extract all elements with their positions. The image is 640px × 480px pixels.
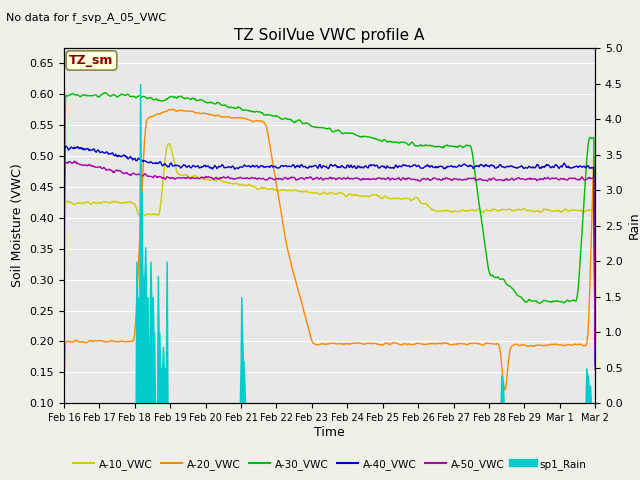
- Y-axis label: Rain: Rain: [628, 212, 640, 240]
- X-axis label: Time: Time: [314, 426, 345, 439]
- Text: No data for f_svp_A_05_VWC: No data for f_svp_A_05_VWC: [6, 12, 166, 23]
- Legend: A-10_VWC, A-20_VWC, A-30_VWC, A-40_VWC, A-50_VWC, sp1_Rain: A-10_VWC, A-20_VWC, A-30_VWC, A-40_VWC, …: [68, 455, 591, 474]
- Text: TZ_sm: TZ_sm: [69, 54, 114, 67]
- Y-axis label: Soil Moisture (VWC): Soil Moisture (VWC): [11, 164, 24, 288]
- Title: TZ SoilVue VWC profile A: TZ SoilVue VWC profile A: [234, 28, 425, 43]
